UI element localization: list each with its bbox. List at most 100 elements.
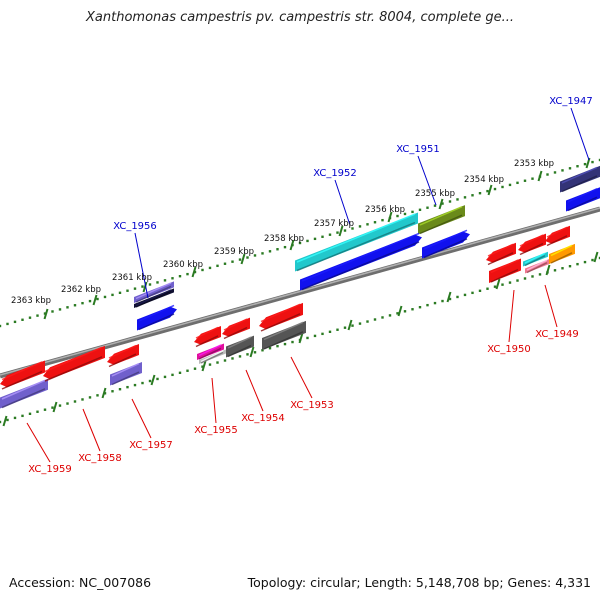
gene-xc-1949-e-shine: [550, 244, 573, 257]
ruler-lower-dot: [36, 410, 39, 413]
ruler-lower-dot: [148, 379, 152, 383]
gene-xc-1951-b-body: [422, 231, 470, 259]
ruler-lower-dot: [388, 314, 392, 317]
gene-lower-label: XC_1953: [290, 400, 334, 411]
gene-xc-1952-b: [300, 232, 422, 291]
gene-lower-label: XC_1949: [535, 329, 579, 340]
ruler-upper-dot: [88, 299, 92, 303]
major-tick: [446, 291, 452, 303]
major-tick: [43, 308, 49, 320]
kbp-label: 2354 kbp: [464, 175, 504, 185]
gene-xc-1949-a-shade: [519, 242, 544, 256]
ruler-lower-dot: [88, 396, 92, 399]
ruler-upper-dot: [433, 204, 437, 207]
gene-xc-1952-b-shade: [301, 241, 420, 291]
ruler-lower-dot: [208, 363, 212, 366]
gene-xc-1954: [222, 317, 250, 340]
gene-xc-1959-b: [0, 378, 48, 409]
ruler-lower-dot: [96, 394, 99, 397]
ruler-lower-dot: [156, 377, 159, 381]
ruler-upper-dot: [501, 185, 504, 189]
gene-xc-1951-b-shade: [423, 238, 468, 259]
ruler-upper-dot: [531, 177, 534, 180]
ruler-upper-dot: [471, 194, 474, 197]
ruler-lower-dot: [126, 385, 129, 389]
gene-xc-1957: [107, 344, 139, 368]
gene-lower-leader: [26, 422, 51, 463]
major-tick: [52, 401, 58, 413]
ruler-upper-dot: [253, 254, 257, 257]
ruler-lower-dot: [66, 402, 69, 405]
major-tick: [347, 319, 353, 331]
gene-lower-leader: [290, 356, 313, 399]
kbp-label: 2359 kbp: [214, 247, 254, 257]
gene-xc-1959-shade: [1, 370, 43, 390]
ruler-lower-dot: [381, 316, 384, 319]
gene-xc-1959-shine: [1, 361, 43, 381]
gene-xc-1947-shine: [561, 166, 598, 184]
gene-xc-1956-a-shine: [135, 282, 172, 300]
gene-lower-leader: [131, 398, 152, 439]
gene-xc-1958-body: [43, 345, 105, 380]
ruler-upper-dot: [126, 289, 129, 292]
ruler-upper-dot: [418, 208, 422, 211]
ruler-upper-dot: [486, 189, 489, 193]
gene-xc-1954-shine: [223, 318, 248, 331]
ruler-lower-dot: [261, 349, 264, 352]
gene-xc-1951-shine: [419, 205, 463, 226]
ruler-lower-dot: [253, 351, 257, 354]
ruler-lower-dot: [178, 371, 182, 374]
ruler-lower-dot: [238, 355, 242, 358]
kbp-label: 2355 kbp: [415, 189, 455, 199]
ruler-lower-dot: [568, 265, 572, 268]
ruler-upper-dot: [373, 221, 377, 224]
gene-xc-1953-b-body: [262, 320, 306, 350]
gene-xc-1954-b-body: [226, 335, 254, 358]
gene-xc-1952-shade: [296, 221, 416, 272]
ruler-upper-dot: [561, 169, 564, 172]
kbp-label: 2360 kbp: [163, 260, 203, 270]
major-tick: [191, 266, 197, 278]
ruler-lower-dot: [51, 406, 54, 409]
major-tick: [387, 211, 393, 223]
ruler-lower-dot: [463, 293, 467, 297]
gene-upper-label: XC_1951: [396, 144, 440, 155]
ruler-lower-dot: [283, 342, 287, 346]
ruler-upper-dot: [448, 200, 452, 203]
gene-xc-1952: [295, 212, 418, 272]
gene-xc-1958-shade: [44, 356, 103, 382]
gene-xc-1950-body: [486, 242, 516, 263]
ruler-upper-dot: [58, 308, 62, 311]
ruler-lower-dot: [493, 285, 497, 288]
gene-xc-1958-shine: [44, 346, 103, 373]
ruler-lower-dot: [433, 301, 437, 305]
ruler-lower-dot: [0, 420, 2, 424]
gene-xc-1951-shade: [419, 214, 463, 235]
ruler-lower-dot: [216, 361, 219, 364]
major-tick: [150, 374, 156, 386]
ruler-lower-dot: [403, 310, 407, 313]
ruler-lower-dot: [171, 373, 174, 377]
gene-xc-1957-shade: [108, 353, 137, 368]
gene-xc-1953-b-shade: [263, 331, 304, 350]
gene-xc-1952-b-body: [300, 234, 422, 291]
gene-xc-1947-body: [560, 165, 600, 193]
major-tick: [101, 387, 107, 399]
gene-xc-1949-e-body: [549, 243, 575, 264]
gene-xc-1956-b: [134, 288, 174, 308]
gene-xc-1950-b-shade: [490, 268, 519, 283]
ruler-upper-dot: [246, 256, 249, 259]
ruler-lower-dot: [411, 308, 414, 311]
ruler-lower-dot: [13, 416, 17, 420]
gene-xc-1956-b-shine: [135, 289, 172, 307]
gene-xc-1959-b-body: [0, 378, 48, 409]
ruler-upper-dot: [261, 252, 264, 255]
major-tick: [142, 281, 148, 293]
ruler-lower-dot: [268, 347, 272, 350]
ruler-upper-dot: [351, 227, 354, 230]
gene-lower-leader: [245, 369, 264, 412]
ruler-upper-dot: [441, 202, 444, 205]
ruler-lower-dot: [223, 359, 227, 362]
gene-xc-1949-shade: [546, 235, 568, 247]
ruler-lower-dot: [553, 269, 557, 272]
